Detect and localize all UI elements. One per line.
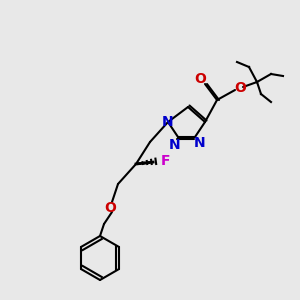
Text: N: N bbox=[162, 115, 174, 129]
Text: O: O bbox=[194, 72, 206, 86]
Text: F: F bbox=[161, 154, 171, 168]
Text: N: N bbox=[194, 136, 206, 150]
Text: O: O bbox=[234, 81, 246, 95]
Text: O: O bbox=[104, 201, 116, 215]
Text: N: N bbox=[169, 138, 181, 152]
